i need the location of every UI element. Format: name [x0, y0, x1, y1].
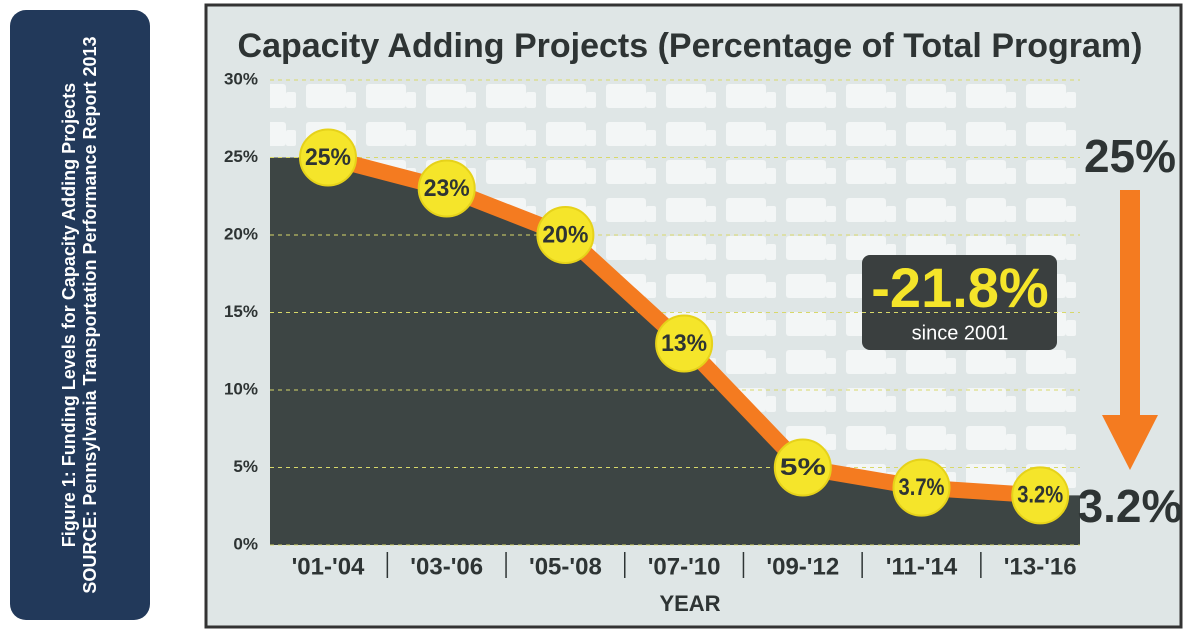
- x-tick-label: '03-'06: [410, 553, 483, 580]
- y-tick-label: 5%: [233, 457, 258, 476]
- x-axis-label: YEAR: [659, 591, 720, 616]
- y-tick-label: 0%: [233, 534, 258, 553]
- x-tick-label: '09-'12: [766, 553, 839, 580]
- point: [892, 458, 951, 517]
- change-note: since 2001: [912, 322, 1009, 344]
- x-tick-label: '13-'16: [1004, 553, 1077, 580]
- data-label: 5%: [780, 454, 826, 481]
- sidebar: Figure 1: Funding Levels for Capacity Ad…: [10, 10, 150, 620]
- y-tick-label: 15%: [224, 302, 258, 321]
- point: [299, 128, 357, 187]
- point: [655, 314, 714, 373]
- x-tick-label: '01-'04: [292, 553, 365, 580]
- data-label: 3.2%: [1017, 482, 1063, 509]
- point: [417, 159, 476, 218]
- data-label: 25%: [305, 144, 351, 171]
- data-label: 23%: [424, 175, 470, 202]
- x-tick-label: '11-'14: [886, 553, 958, 580]
- start-label: 25%: [1084, 130, 1176, 182]
- point: [773, 438, 832, 497]
- y-tick-label: 20%: [224, 224, 258, 243]
- point: [1011, 466, 1070, 525]
- end-label: 3.2%: [1078, 480, 1183, 532]
- y-tick-label: 25%: [224, 147, 258, 166]
- x-tick-label: '05-'08: [529, 553, 602, 580]
- point: [536, 206, 595, 264]
- y-tick-label: 30%: [224, 69, 258, 88]
- y-tick-label: 10%: [224, 379, 258, 398]
- data-label: 20%: [542, 221, 588, 248]
- change-label: -21.8%: [871, 256, 1048, 319]
- x-tick-label: '07-'10: [648, 553, 721, 580]
- chart-title: Capacity Adding Projects (Percentage of …: [238, 27, 1143, 65]
- data-label: 3.7%: [899, 474, 945, 501]
- change-box: [862, 255, 1057, 350]
- data-label: 13%: [661, 330, 707, 357]
- arrow: [1102, 190, 1158, 470]
